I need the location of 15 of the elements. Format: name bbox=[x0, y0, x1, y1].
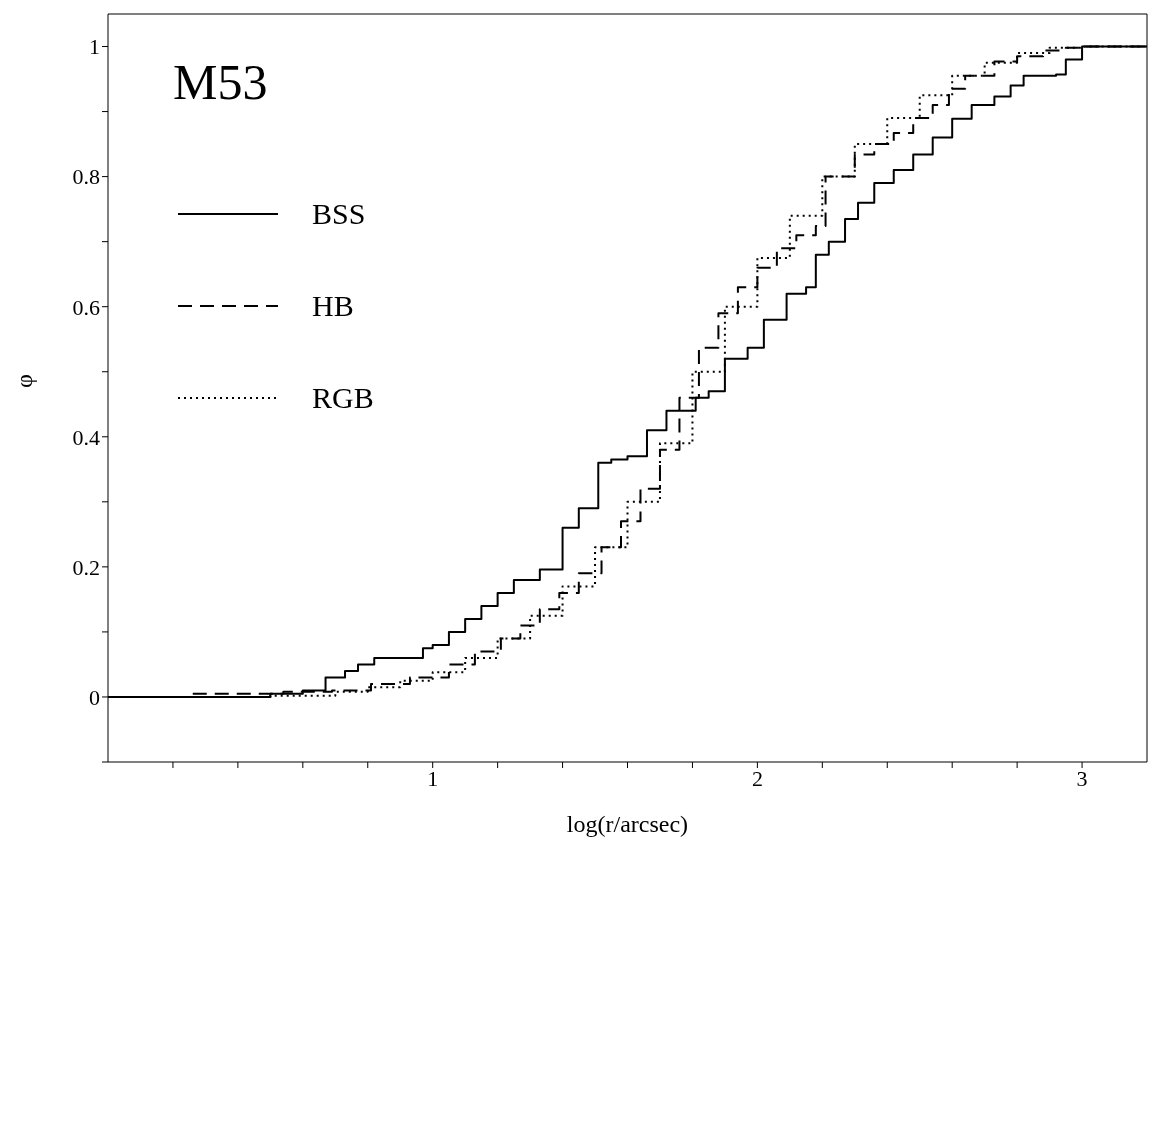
text: M53 bbox=[173, 53, 268, 111]
y-tick-label: 0.8 bbox=[72, 164, 100, 190]
x-tick-label: 3 bbox=[1076, 765, 1088, 791]
y-tick-label: 0.2 bbox=[72, 554, 100, 580]
x-tick-label: 1 bbox=[427, 765, 439, 791]
legend-label: HB bbox=[312, 289, 354, 323]
y-tick-label: 1 bbox=[89, 34, 100, 60]
y-axis-title: φ bbox=[10, 374, 37, 388]
legend-label: RGB bbox=[312, 381, 374, 415]
legend-label: BSS bbox=[312, 197, 366, 231]
y-tick-label: 0.6 bbox=[72, 294, 100, 320]
y-tick-label: 0 bbox=[89, 684, 100, 710]
x-tick-label: 2 bbox=[751, 765, 763, 791]
y-tick-label: 0.4 bbox=[72, 424, 100, 450]
x-axis-title: log(r/arcsec) bbox=[566, 811, 689, 837]
